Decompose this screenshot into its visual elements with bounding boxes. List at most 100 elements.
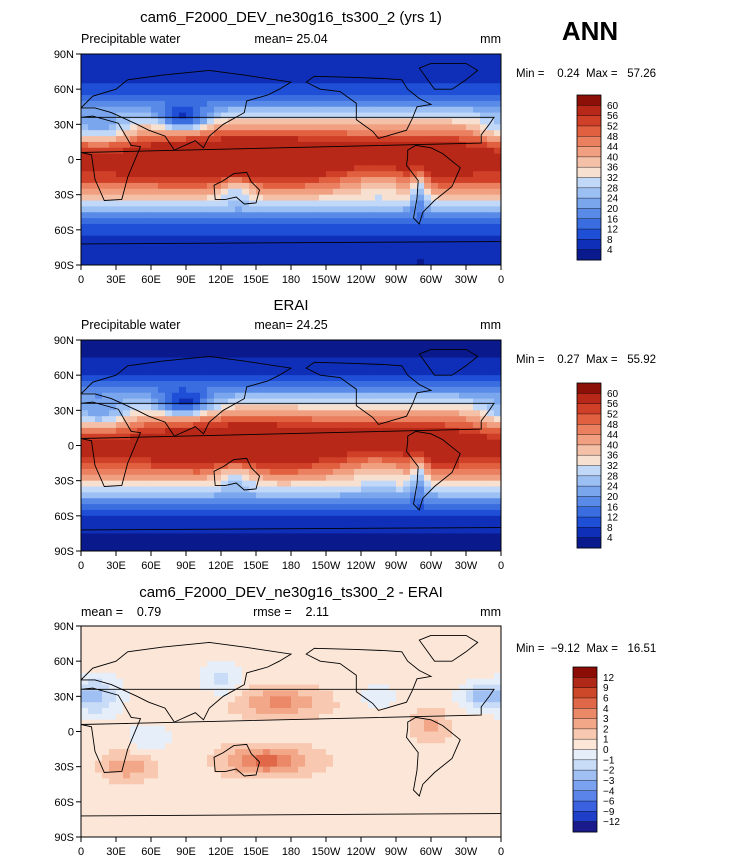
field-cell (340, 65, 348, 73)
field-cell (438, 351, 446, 359)
field-cell (123, 124, 131, 131)
field-cell (249, 545, 257, 551)
field-cell (431, 200, 439, 207)
field-cell (172, 141, 180, 149)
field-cell (452, 386, 460, 394)
field-cell (473, 182, 481, 190)
field-cell (270, 667, 278, 674)
field-cell (459, 112, 467, 120)
field-cell (333, 159, 341, 166)
field-cell (277, 206, 285, 213)
field-cell (81, 521, 89, 529)
field-cell (221, 212, 229, 219)
field-cell (95, 416, 103, 423)
field-cell (263, 71, 271, 79)
field-cell (466, 515, 474, 523)
colorbar-label: 48 (607, 420, 619, 431)
field-cell (88, 381, 96, 388)
field-cell (228, 492, 236, 499)
field-cell (109, 141, 117, 149)
field-cell (228, 527, 236, 535)
field-cell (361, 498, 369, 505)
field-cell (221, 527, 229, 535)
field-cell (158, 112, 166, 120)
field-cell (389, 351, 397, 359)
field-cell (361, 655, 369, 662)
field-cell (151, 655, 159, 662)
field-cell (95, 667, 103, 674)
field-cell (438, 229, 446, 237)
field-cell (165, 655, 173, 662)
field-cell (109, 253, 117, 260)
field-cell (487, 229, 495, 237)
field-cell (228, 515, 236, 523)
field-cell (88, 141, 96, 149)
field-cell (95, 643, 103, 651)
field-cell (263, 351, 271, 359)
field-cell (214, 498, 222, 505)
field-cell (389, 247, 397, 254)
field-cell (438, 439, 446, 447)
field-cell (326, 457, 334, 464)
field-cell (291, 504, 299, 511)
field-cell (452, 259, 460, 265)
field-cell (172, 649, 180, 656)
field-cell (144, 182, 152, 190)
field-cell (123, 200, 131, 207)
field-cell (340, 165, 348, 172)
field-cell (263, 457, 271, 464)
field-cell (305, 357, 313, 365)
field-cell (319, 182, 327, 190)
field-cell (459, 661, 467, 668)
field-cell (403, 165, 411, 172)
field-cell (179, 141, 187, 149)
field-cell (445, 229, 453, 237)
field-cell (235, 433, 243, 441)
field-cell (494, 229, 501, 237)
field-cell (207, 416, 215, 423)
field-cell (347, 381, 355, 388)
field-cell (165, 182, 173, 190)
field-cell (347, 118, 355, 125)
field-cell (270, 153, 278, 161)
field-cell (228, 451, 236, 458)
field-cell (235, 153, 243, 161)
field-cell (172, 147, 180, 155)
field-cell (116, 661, 124, 668)
field-cell (137, 130, 145, 137)
field-cell (312, 445, 320, 452)
field-cell (116, 345, 124, 353)
field-cell (249, 480, 257, 488)
field-cell (137, 223, 145, 231)
field-cell (410, 404, 418, 411)
field-cell (235, 404, 243, 411)
field-cell (319, 77, 327, 84)
field-cell (417, 54, 425, 61)
field-cell (193, 486, 201, 493)
field-cell (466, 83, 474, 90)
panel-model: cam6_F2000_DEV_ne30g16_ts300_2 (yrs 1) P… (54, 9, 656, 286)
field-cell (382, 340, 390, 347)
field-cell (291, 165, 299, 172)
field-cell (298, 77, 306, 84)
field-cell (354, 416, 362, 423)
field-cell (368, 463, 376, 470)
field-cell (256, 100, 264, 108)
field-cell (144, 100, 152, 108)
field-cell (312, 649, 320, 656)
field-cell (88, 124, 96, 131)
field-cell (438, 130, 446, 137)
field-cell (417, 398, 425, 406)
field-cell (109, 381, 117, 388)
field-cell (123, 223, 131, 231)
field-cell (340, 626, 348, 633)
field-cell (256, 206, 264, 213)
field-cell (410, 433, 418, 441)
field-cell (382, 463, 390, 470)
field-cell (249, 363, 257, 370)
field-cell (165, 54, 173, 61)
field-cell (326, 422, 334, 429)
field-cell (158, 194, 166, 202)
min-max-label: Min = 0.27 Max = 55.92 (516, 354, 656, 366)
field-cell (319, 375, 327, 382)
